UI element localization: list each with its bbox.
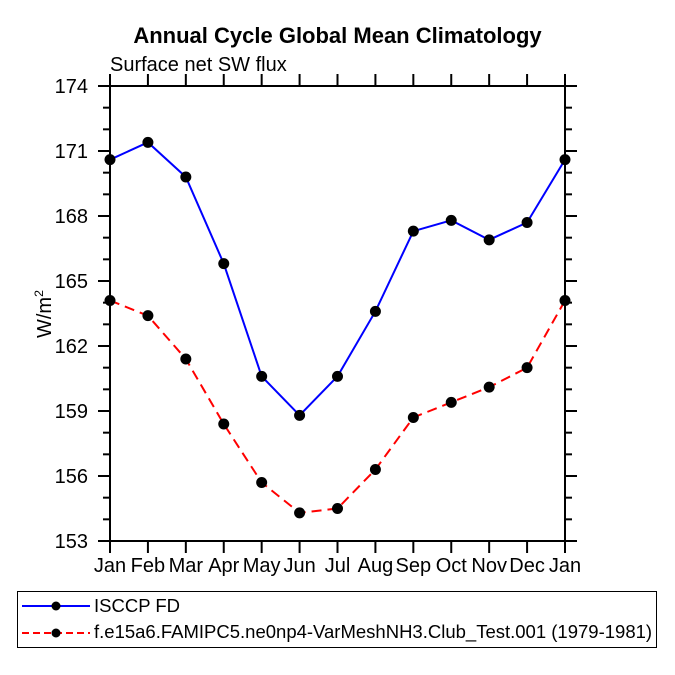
data-point-marker	[104, 295, 116, 306]
data-point-marker	[294, 409, 306, 421]
plot-frame	[109, 85, 566, 542]
x-tick-label: Jun	[283, 555, 315, 577]
x-tick-label: Aug	[358, 555, 394, 577]
data-point-marker	[369, 464, 381, 475]
data-point-marker	[521, 217, 533, 228]
legend-sample-marker	[51, 628, 61, 638]
y-tick-label: 168	[55, 206, 88, 228]
legend-label-model-run: f.e15a6.FAMIPC5.ne0np4-VarMeshNH3.Club_T…	[94, 621, 653, 643]
legend-sample-marker	[51, 601, 61, 611]
legend: ISCCP FD f.e15a6.FAMIPC5.ne0np4-VarMeshN…	[17, 591, 657, 648]
data-point-marker	[445, 214, 457, 226]
data-point-marker	[332, 370, 343, 382]
x-tick-label: Jul	[325, 555, 351, 577]
y-tick-label: 165	[55, 271, 88, 293]
data-point-marker	[256, 477, 268, 488]
data-point-marker	[180, 171, 192, 183]
plot-area: Jan Feb Mar Apr May Jun Jul Aug Sep Oct Nov Dec Jan1…	[55, 74, 581, 577]
x-tick-label: Mar	[169, 555, 204, 577]
y-tick-label: 171	[55, 141, 88, 163]
x-tick-label: Jan	[549, 555, 581, 577]
data-point-marker	[483, 381, 495, 393]
y-tick-label: 153	[55, 531, 88, 553]
data-point-marker	[407, 412, 419, 423]
legend-entry-isccp-fd: ISCCP FD	[21, 594, 656, 618]
legend-line-sample-dashed	[22, 628, 90, 638]
x-tick-label: Sep	[396, 555, 432, 577]
y-tick-label: 156	[55, 466, 88, 488]
data-point-marker	[256, 370, 268, 382]
x-tick-label: Oct	[436, 555, 468, 577]
legend-line-sample-solid	[22, 601, 90, 611]
series-line-1	[109, 299, 566, 514]
data-point-marker	[180, 353, 192, 365]
data-point-marker	[369, 305, 381, 317]
x-tick-label: Dec	[509, 555, 545, 577]
data-point-marker	[483, 234, 495, 246]
x-tick-label: Apr	[208, 555, 239, 577]
data-point-marker	[445, 396, 457, 408]
x-tick-label: May	[243, 555, 281, 577]
y-tick-label: 174	[55, 76, 88, 98]
chart-subtitle: Surface net SW flux	[110, 54, 287, 76]
y-tick-label: 159	[55, 401, 88, 423]
data-point-marker	[332, 503, 343, 514]
data-point-marker	[104, 154, 116, 166]
y-tick-label: 162	[55, 336, 88, 358]
data-point-marker	[218, 258, 230, 270]
x-tick-label: Jan	[94, 555, 126, 577]
data-point-marker	[407, 225, 419, 237]
data-point-marker	[559, 295, 571, 306]
x-tick-label: Nov	[471, 555, 507, 577]
legend-entry-model-run: f.e15a6.FAMIPC5.ne0np4-VarMeshNH3.Club_T…	[21, 621, 656, 645]
data-point-marker	[142, 136, 154, 148]
data-point-marker	[521, 362, 533, 374]
chart-title: Annual Cycle Global Mean Climatology	[133, 23, 542, 48]
data-point-marker	[142, 310, 154, 322]
x-tick-label: Feb	[131, 555, 165, 577]
data-point-marker	[294, 507, 306, 519]
legend-label-isccp-fd: ISCCP FD	[94, 595, 181, 617]
data-point-marker	[559, 154, 571, 166]
data-point-marker	[218, 418, 230, 430]
